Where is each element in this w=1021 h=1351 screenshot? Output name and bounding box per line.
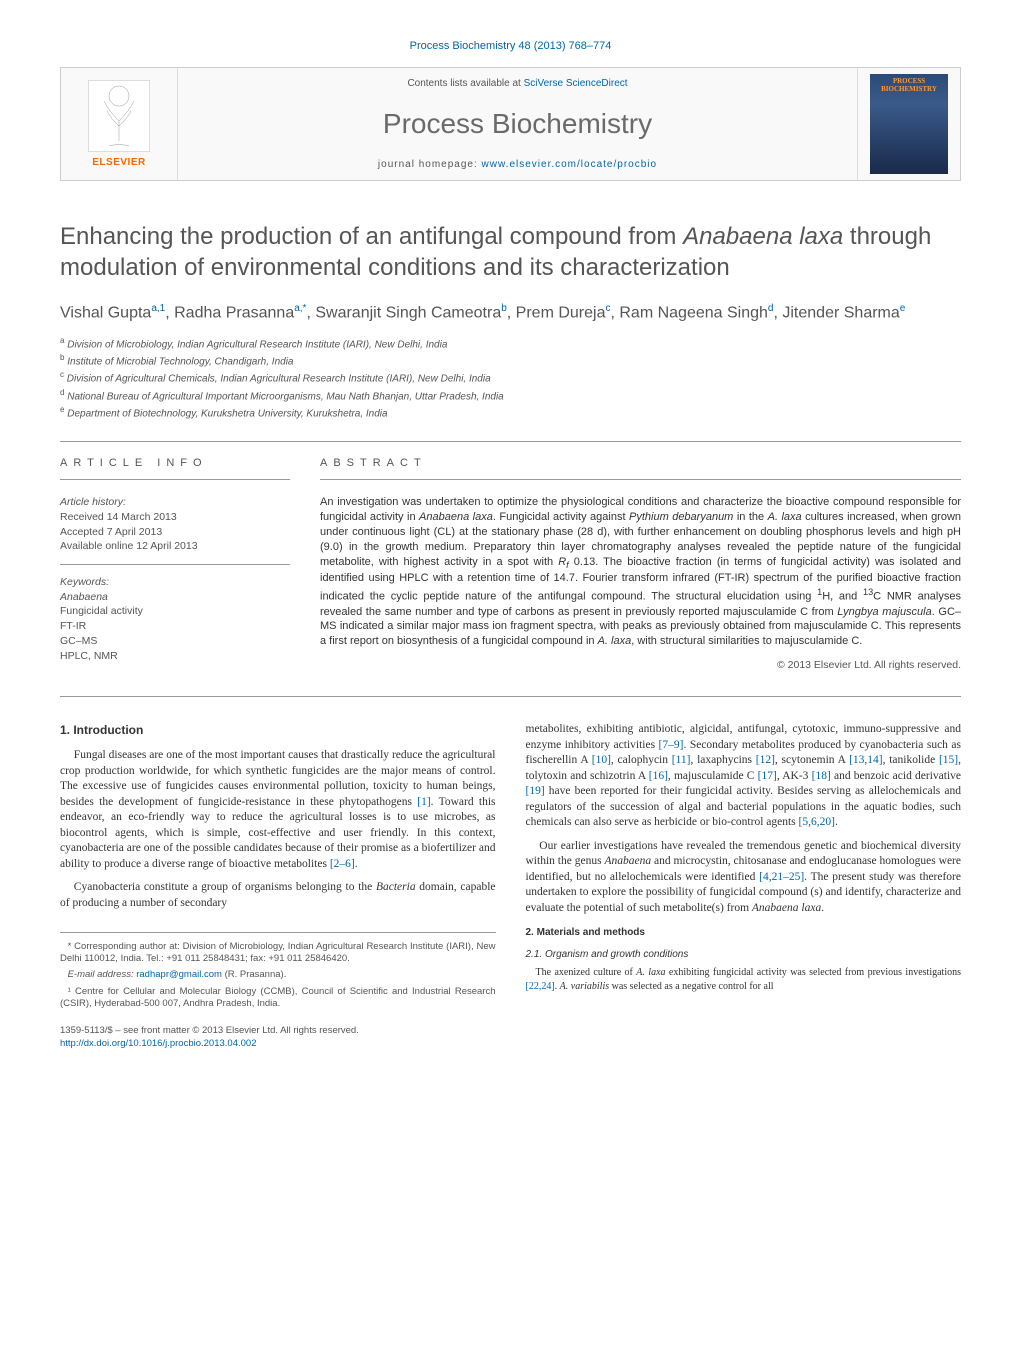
masthead-center: Contents lists available at SciVerse Sci…: [178, 68, 857, 180]
affiliation-line: e Department of Biotechnology, Kurukshet…: [60, 404, 961, 421]
divider-rule: [60, 441, 961, 442]
intro-p4: Our earlier investigations have revealed…: [526, 839, 962, 917]
abstract-label: abstract: [320, 457, 961, 469]
cover-title: PROCESS BIOCHEMISTRY: [870, 78, 948, 93]
history-header: Article history:: [60, 495, 290, 510]
sciencedirect-link[interactable]: SciVerse ScienceDirect: [524, 78, 628, 89]
cover-block: PROCESS BIOCHEMISTRY: [857, 68, 960, 180]
affiliation-line: d National Bureau of Agricultural Import…: [60, 387, 961, 404]
keyword-item: Anabaena: [60, 590, 290, 605]
affiliation-note-1: ¹ Centre for Cellular and Molecular Biol…: [60, 986, 496, 1011]
journal-name: Process Biochemistry: [188, 108, 847, 140]
methods-p1: The axenized culture of A. laxa exhibiti…: [526, 966, 962, 993]
abstract-text: An investigation was undertaken to optim…: [320, 495, 961, 649]
intro-heading: 1. Introduction: [60, 722, 496, 738]
keyword-item: GC–MS: [60, 634, 290, 649]
history-received: Received 14 March 2013: [60, 510, 290, 525]
keyword-item: HPLC, NMR: [60, 649, 290, 664]
body-col-left: 1. Introduction Fungal diseases are one …: [60, 722, 496, 1050]
homepage-line: journal homepage: www.elsevier.com/locat…: [188, 159, 847, 170]
article-info-label: article info: [60, 457, 290, 469]
email-suffix: (R. Prasanna).: [225, 969, 287, 980]
body-col-right: metabolites, exhibiting antibiotic, algi…: [526, 722, 962, 1050]
keyword-item: FT-IR: [60, 619, 290, 634]
history-accepted: Accepted 7 April 2013: [60, 525, 290, 540]
methods-heading: 2. Materials and methods: [526, 926, 962, 940]
article-info-column: article info Article history: Received 1…: [60, 457, 290, 671]
masthead: ELSEVIER Contents lists available at Sci…: [60, 67, 961, 181]
contents-prefix: Contents lists available at: [407, 78, 523, 89]
publisher-block: ELSEVIER: [61, 68, 178, 180]
body-columns: 1. Introduction Fungal diseases are one …: [60, 722, 961, 1050]
article-history: Article history: Received 14 March 2013 …: [60, 495, 290, 565]
email-link[interactable]: radhapr@gmail.com: [136, 969, 222, 980]
history-online: Available online 12 April 2013: [60, 539, 290, 554]
intro-p3: metabolites, exhibiting antibiotic, algi…: [526, 722, 962, 831]
homepage-link[interactable]: www.elsevier.com/locate/procbio: [482, 159, 658, 170]
issn-copyright-line: 1359-5113/$ – see front matter © 2013 El…: [60, 1025, 496, 1037]
intro-p1: Fungal diseases are one of the most impo…: [60, 748, 496, 872]
corresponding-author-note: * Corresponding author at: Division of M…: [60, 941, 496, 966]
elsevier-label: ELSEVIER: [92, 157, 145, 168]
email-line: E-mail address: radhapr@gmail.com (R. Pr…: [60, 969, 496, 981]
info-rule: [60, 479, 290, 480]
intro-p2: Cyanobacteria constitute a group of orga…: [60, 880, 496, 911]
affiliation-line: c Division of Agricultural Chemicals, In…: [60, 369, 961, 386]
abstract-rule: [320, 479, 961, 480]
homepage-prefix: journal homepage:: [378, 159, 482, 170]
abstract-column: abstract An investigation was undertaken…: [320, 457, 961, 671]
affiliations: a Division of Microbiology, Indian Agric…: [60, 335, 961, 422]
methods-sub1: 2.1. Organism and growth conditions: [526, 948, 962, 962]
journal-cover-thumb: PROCESS BIOCHEMISTRY: [870, 74, 948, 174]
footer-meta: 1359-5113/$ – see front matter © 2013 El…: [60, 1025, 496, 1050]
running-head: Process Biochemistry 48 (2013) 768–774: [60, 40, 961, 52]
article-title: Enhancing the production of an antifunga…: [60, 221, 961, 283]
abstract-copyright: © 2013 Elsevier Ltd. All rights reserved…: [320, 659, 961, 671]
authors-line: Vishal Guptaa,1, Radha Prasannaa,*, Swar…: [60, 303, 961, 322]
info-abstract-row: article info Article history: Received 1…: [60, 457, 961, 671]
doi-link[interactable]: http://dx.doi.org/10.1016/j.procbio.2013…: [60, 1038, 256, 1049]
affiliation-line: b Institute of Microbial Technology, Cha…: [60, 352, 961, 369]
affiliation-line: a Division of Microbiology, Indian Agric…: [60, 335, 961, 352]
contents-available-line: Contents lists available at SciVerse Sci…: [188, 78, 847, 89]
keyword-item: Fungicidal activity: [60, 604, 290, 619]
divider-rule-2: [60, 696, 961, 697]
elsevier-tree-icon: [88, 80, 150, 152]
email-label: E-mail address:: [68, 969, 134, 980]
keywords-header: Keywords:: [60, 575, 290, 590]
footnotes: * Corresponding author at: Division of M…: [60, 932, 496, 1011]
keywords-block: Keywords: AnabaenaFungicidal activityFT-…: [60, 575, 290, 663]
